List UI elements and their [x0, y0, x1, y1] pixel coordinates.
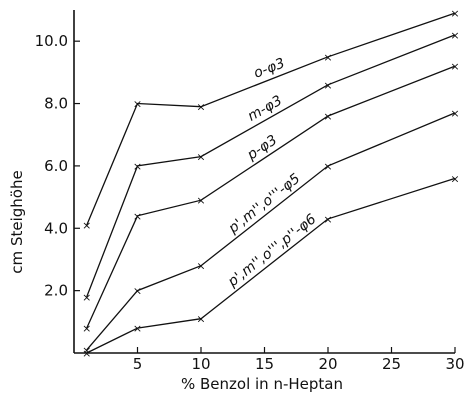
data-point: × [133, 160, 142, 173]
data-point: × [450, 60, 459, 73]
y-tick-label: 6.0 [44, 157, 68, 175]
y-axis-title: cm Steighöhe [8, 170, 26, 273]
data-point: × [133, 322, 142, 335]
data-point: × [450, 29, 459, 42]
data-point: × [82, 322, 91, 335]
series-line [86, 112, 456, 351]
x-tick-label: 10 [191, 355, 210, 373]
y-tick-label: 8.0 [44, 95, 68, 113]
y-tick-label: 2.0 [44, 282, 68, 300]
x-tick-label: 15 [255, 355, 274, 373]
data-point: × [323, 213, 332, 226]
series-labels: o-φ3m-φ3p-φ3p',m'',o'''-φ5p',m'',o''',p'… [224, 55, 319, 291]
data-point: × [323, 51, 332, 64]
data-point: × [450, 107, 459, 120]
data-point: × [196, 151, 205, 164]
data-point: × [133, 210, 142, 223]
data-point: × [196, 313, 205, 326]
data-point: × [82, 344, 91, 357]
data-point: × [323, 79, 332, 92]
series-line [86, 177, 456, 354]
data-point: × [133, 98, 142, 111]
data-point: × [450, 172, 459, 185]
series-line [86, 65, 456, 329]
data-point: × [450, 7, 459, 20]
data-point: × [196, 194, 205, 207]
series-line [86, 12, 456, 226]
x-axis-title: % Benzol in n-Heptan [181, 375, 343, 393]
data-point: × [82, 219, 91, 232]
x-tick-label: 25 [382, 355, 401, 373]
y-tick-label: 10.0 [35, 32, 68, 50]
data-point: × [323, 160, 332, 173]
data-point: × [323, 110, 332, 123]
data-point: × [196, 101, 205, 114]
y-tick-label: 4.0 [44, 219, 68, 237]
x-tick-label: 20 [318, 355, 337, 373]
data-point: × [82, 291, 91, 304]
x-tick-label: 30 [445, 355, 464, 373]
series-layer: ×× ××××××××××××××××××××××× [82, 7, 460, 360]
series-label: o-φ3 [252, 55, 287, 81]
data-point: × [82, 347, 91, 360]
series-line [86, 34, 456, 298]
x-tick-label: 5 [133, 355, 143, 373]
data-point: × [196, 260, 205, 273]
axes: 5 10 15 20 25 30 2.0 4.0 6.0 8.0 10.0 [35, 10, 465, 373]
data-point: × [133, 285, 142, 298]
